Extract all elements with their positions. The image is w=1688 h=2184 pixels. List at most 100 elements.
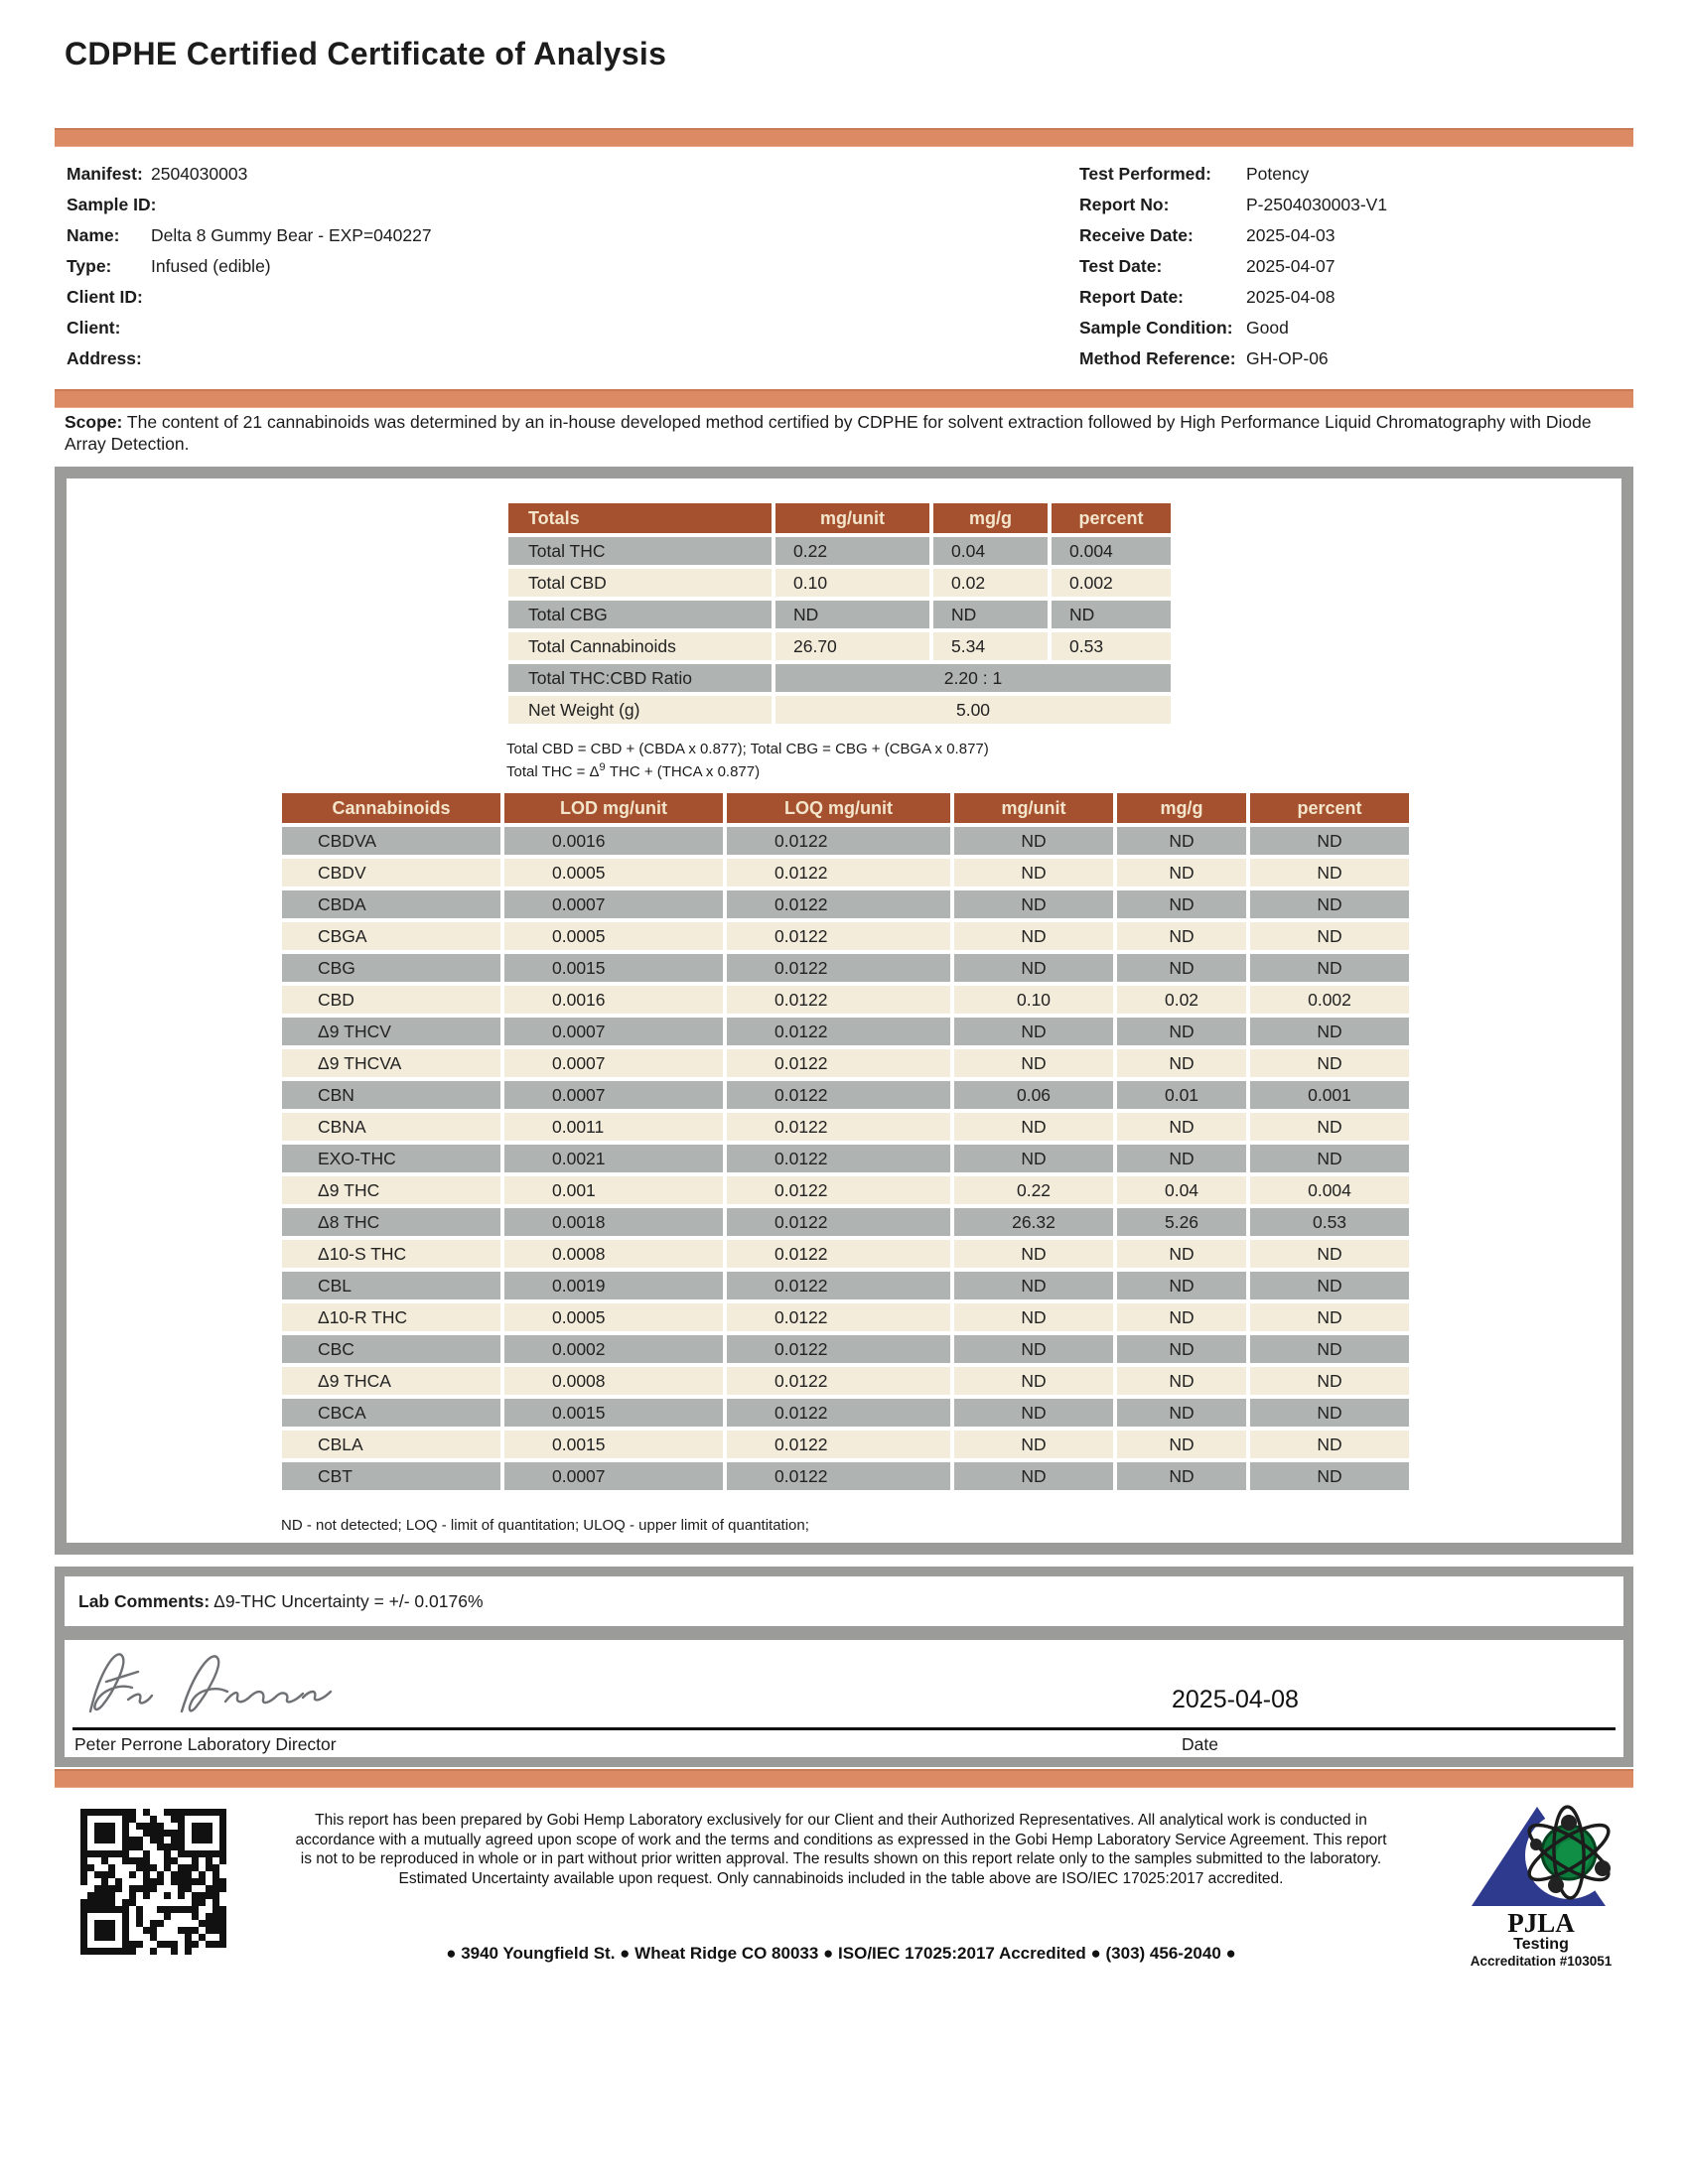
table-cell: 0.0122: [727, 1431, 950, 1458]
table-cell: 0.0007: [504, 1462, 723, 1490]
table-row: Δ9 THC 0.001 0.0122 0.22 0.04 0.004: [282, 1176, 1409, 1204]
table-cell: 0.0005: [504, 859, 723, 887]
net-weight-row: Net Weight (g) 5.00: [508, 696, 1171, 724]
sample-id-label: Sample ID:: [67, 195, 157, 214]
table-cell: ND: [1117, 1018, 1246, 1045]
table-cell: ND: [954, 1335, 1113, 1363]
table-cell: 0.0122: [727, 1081, 950, 1109]
sample-condition-row: Sample Condition: Good: [1079, 313, 1289, 343]
table-cell: 0.0122: [727, 1240, 950, 1268]
table-cell: CBLA: [282, 1431, 500, 1458]
column-header: Cannabinoids: [282, 793, 500, 823]
table-cell: 0.0122: [727, 1303, 950, 1331]
table-cell: CBCA: [282, 1399, 500, 1427]
table-cell: Δ9 THCA: [282, 1367, 500, 1395]
totals-table: Totals mg/unit mg/g percent Total THC 0.22 0.…: [504, 499, 1175, 728]
thc-cbd-ratio-row: Total THC:CBD Ratio 2.20 : 1: [508, 664, 1171, 692]
manifest-row: Manifest: 2504030003: [67, 159, 247, 190]
column-header: mg/unit: [954, 793, 1113, 823]
table-row: CBL 0.0019 0.0122 ND ND ND: [282, 1272, 1409, 1299]
table-cell: 0.0019: [504, 1272, 723, 1299]
signer-name-title: Peter Perrone Laboratory Director: [74, 1734, 337, 1754]
table-cell: ND: [1117, 1431, 1246, 1458]
address-label: Address:: [67, 348, 142, 368]
table-row: Δ9 THCV 0.0007 0.0122 ND ND ND: [282, 1018, 1409, 1045]
table-cell: ND: [954, 1018, 1113, 1045]
table-cell: ND: [1250, 890, 1409, 918]
table-cell: 0.0122: [727, 1462, 950, 1490]
type-value: Infused (edible): [151, 256, 271, 276]
table-cell: Δ8 THC: [282, 1208, 500, 1236]
table-row: Total Cannabinoids 26.70 5.34 0.53: [508, 632, 1171, 660]
table-cell: ND: [1117, 1399, 1246, 1427]
table-cell: 5.26: [1117, 1208, 1246, 1236]
table-row: CBT 0.0007 0.0122 ND ND ND: [282, 1462, 1409, 1490]
table-cell: Total THC: [508, 537, 772, 565]
table-cell: ND: [1250, 859, 1409, 887]
table-cell: 0.0015: [504, 1431, 723, 1458]
table-cell: ND: [1250, 1145, 1409, 1172]
client-label: Client:: [67, 318, 121, 338]
table-cell: CBG: [282, 954, 500, 982]
table-row: CBD 0.0016 0.0122 0.10 0.02 0.002: [282, 986, 1409, 1014]
table-cell: ND: [1250, 1240, 1409, 1268]
table-cell: ND: [1250, 827, 1409, 855]
table-cell: 0.0122: [727, 827, 950, 855]
cannabinoids-footnote: ND - not detected; LOQ - limit of quanti…: [281, 1517, 809, 1534]
table-row: Δ9 THCVA 0.0007 0.0122 ND ND ND: [282, 1049, 1409, 1077]
table-cell: Δ9 THC: [282, 1176, 500, 1204]
table-cell: ND: [1250, 1113, 1409, 1141]
table-cell: ND: [954, 1145, 1113, 1172]
table-cell: 0.0016: [504, 827, 723, 855]
net-weight-label-cell: Net Weight (g): [508, 696, 772, 724]
ratio-value-cell: 2.20 : 1: [775, 664, 1171, 692]
lab-comments-label: Lab Comments:: [78, 1590, 211, 1611]
table-cell: 0.0007: [504, 1018, 723, 1045]
table-cell: 26.32: [954, 1208, 1113, 1236]
table-cell: 0.0007: [504, 1081, 723, 1109]
qr-code-icon: [80, 1809, 226, 1955]
table-row: CBCA 0.0015 0.0122 ND ND ND: [282, 1399, 1409, 1427]
table-cell: 0.0122: [727, 1272, 950, 1299]
table-cell: ND: [1117, 1303, 1246, 1331]
table-cell: 0.0018: [504, 1208, 723, 1236]
table-cell: ND: [1250, 1399, 1409, 1427]
table-cell: 0.0016: [504, 986, 723, 1014]
page-title: CDPHE Certified Certificate of Analysis: [65, 36, 667, 71]
table-cell: 0.0007: [504, 890, 723, 918]
pjla-accreditation-number: Accreditation #103051: [1471, 1954, 1613, 1969]
table-cell: ND: [1117, 922, 1246, 950]
report-date-value: 2025-04-08: [1246, 287, 1336, 307]
table-cell: 0.0122: [727, 1399, 950, 1427]
table-cell: 26.70: [775, 632, 929, 660]
report-no-value: P-2504030003-V1: [1246, 195, 1388, 214]
totals-footnotes: Total CBD = CBD + (CBDA x 0.877); Total …: [506, 739, 989, 783]
table-cell: ND: [954, 1431, 1113, 1458]
table-cell: ND: [1250, 1049, 1409, 1077]
table-row: Δ9 THCA 0.0008 0.0122 ND ND ND: [282, 1367, 1409, 1395]
table-cell: ND: [954, 1272, 1113, 1299]
table-cell: 0.22: [775, 537, 929, 565]
table-cell: ND: [1117, 827, 1246, 855]
test-date-label: Test Date:: [1079, 256, 1163, 276]
receive-date-value: 2025-04-03: [1246, 225, 1336, 245]
table-cell: 0.0011: [504, 1113, 723, 1141]
table-cell: ND: [1250, 954, 1409, 982]
lab-comments-text: Δ9-THC Uncertainty = +/- 0.0176%: [210, 1590, 484, 1611]
table-cell: 0.22: [954, 1176, 1113, 1204]
name-row: Name: Delta 8 Gummy Bear - EXP=040227: [67, 220, 432, 251]
results-frame: Totals mg/unit mg/g percent Total THC 0.22 0.…: [55, 467, 1633, 1555]
table-cell: CBT: [282, 1462, 500, 1490]
receive-date-row: Receive Date: 2025-04-03: [1079, 220, 1336, 251]
sample-condition-label: Sample Condition:: [1079, 318, 1233, 338]
table-cell: 0.0021: [504, 1145, 723, 1172]
table-cell: 0.0122: [727, 1145, 950, 1172]
table-cell: Total Cannabinoids: [508, 632, 772, 660]
scope-body: The content of 21 cannabinoids was deter…: [65, 412, 1592, 455]
accent-divider-scope: [55, 389, 1633, 408]
table-cell: 0.0005: [504, 1303, 723, 1331]
pjla-testing: Testing: [1513, 1936, 1569, 1953]
accent-divider-top: [55, 128, 1633, 147]
table-row: Δ10-S THC 0.0008 0.0122 ND ND ND: [282, 1240, 1409, 1268]
